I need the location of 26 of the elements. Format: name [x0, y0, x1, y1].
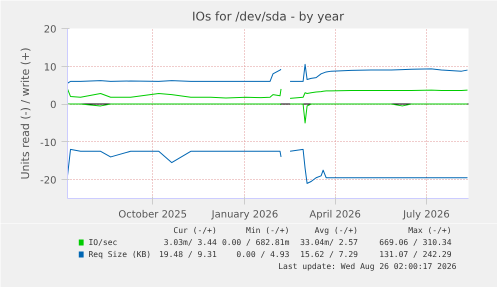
- text: 15.62 / 7.29: [300, 250, 358, 259]
- legend-label: IO/sec: [88, 238, 118, 247]
- x-tick-label: April 2026: [309, 210, 361, 220]
- text: 131.07 / 242.29: [379, 250, 452, 259]
- x-tick-label: July 2026: [402, 210, 450, 220]
- text: 669.06 / 310.34: [379, 238, 452, 247]
- text: Cur (-/+): [173, 226, 217, 235]
- text: 0.00 / 682.81m: [222, 238, 290, 247]
- text: Max (-/+): [408, 226, 452, 235]
- y-tick-label: 10: [44, 62, 57, 74]
- y-axis-title: Units read (-) / write (+): [19, 47, 32, 180]
- x-tick-label: January 2026: [210, 210, 278, 220]
- text: Avg (-/+): [314, 226, 358, 235]
- y-tick-label: -10: [40, 138, 57, 149]
- text: 3.03m/ 3.44: [164, 238, 217, 247]
- text: 19.48 / 9.31: [158, 250, 217, 259]
- chart-title: IOs for /dev/sda - by year: [192, 10, 344, 24]
- text: 33.04m/ 2.57: [300, 238, 358, 247]
- text: Last update: Wed Aug 26 02:00:17 2026: [278, 262, 457, 271]
- legend-label: Req Size (KB): [88, 250, 152, 259]
- y-tick-label: 20: [44, 24, 57, 36]
- x-tick-label: October 2025: [118, 210, 188, 220]
- y-tick-label: -20: [40, 176, 57, 187]
- text: 0.00 / 4.93: [236, 250, 290, 259]
- y-tick-label: 0: [50, 100, 57, 112]
- text: Min (-/+): [246, 226, 290, 235]
